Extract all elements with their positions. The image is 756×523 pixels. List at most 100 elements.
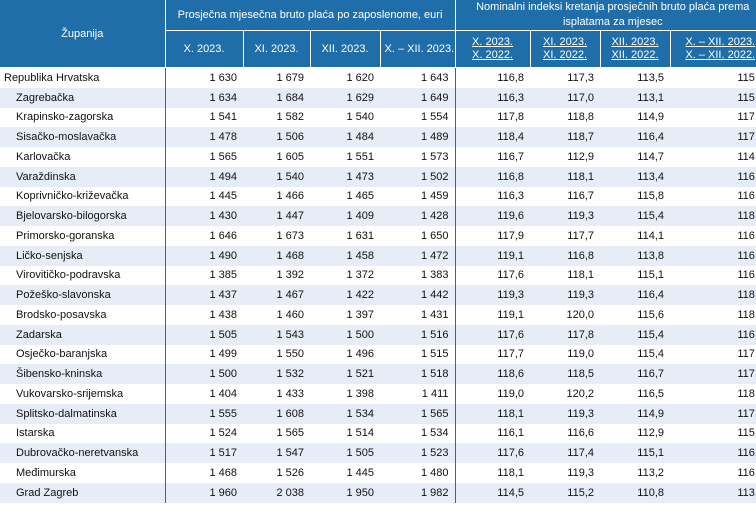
index-cell: 115,6: [637, 308, 665, 321]
table-row: Međimurska 1 468 1 526 1 445 1 480 118,1 119,3…: [0, 463, 756, 483]
wage-cell: 1 582: [276, 111, 304, 124]
index-cell: 117,7: [567, 229, 595, 242]
index-cell: 118,4: [454, 127, 531, 147]
index-cell: 117,8: [670, 127, 756, 147]
index-cell: 116,7: [670, 443, 756, 463]
table-row: Karlovačka 1 565 1 605 1 551 1 573 116,7 112,9…: [0, 147, 756, 167]
region-name: Zagrebačka: [0, 87, 165, 108]
table-row: Vukovarsko-srijemska 1 404 1 433 1 398 1 411…: [0, 384, 756, 404]
index-cell: 112,9: [567, 150, 595, 163]
wage-cell: 1 629: [310, 87, 380, 108]
column-header: X. 2023. X. 2022.: [454, 30, 531, 68]
wage-cell: 1 467: [243, 285, 310, 305]
wage-cell: 1 459: [420, 190, 449, 203]
index-cell: 118,6: [454, 364, 531, 384]
period-top: XII. 2023.: [611, 36, 659, 48]
table-row: Ličko-senjska 1 490 1 468 1 458 1 472 119,1 11…: [0, 245, 756, 266]
column-header: XII. 2023. XII. 2022.: [599, 30, 671, 68]
wage-cell: 1 473: [310, 166, 380, 187]
region-name: Koprivničko-križevačka: [16, 190, 129, 203]
wage-cell: 1 565: [380, 403, 456, 424]
column-header: XI. 2023.: [242, 30, 310, 68]
index-cell: 114,1: [637, 229, 665, 242]
wage-cell: 1 516: [380, 324, 456, 345]
wage-cell: 1 543: [243, 324, 310, 345]
index-cell: 113,2: [637, 466, 665, 479]
index-cell: 116,1: [670, 166, 756, 187]
wage-cell: 1 397: [346, 308, 374, 321]
wage-cell: 1 547: [243, 443, 310, 463]
wage-cell: 1 458: [310, 245, 380, 266]
wage-cell: 1 608: [243, 403, 310, 424]
wage-cell: 1 428: [380, 206, 456, 226]
wage-cell: 1 499: [164, 344, 243, 365]
period-bottom: X. – XII. 2022.: [685, 49, 756, 61]
index-cell: 110,8: [600, 482, 671, 503]
table-row: Varaždinska 1 494 1 540 1 473 1 502 116,8 118,…: [0, 166, 756, 187]
index-cell: 117,7: [454, 344, 531, 365]
wage-cell: 1 649: [380, 87, 456, 108]
wage-cell: 1 445: [346, 466, 374, 479]
wage-cell: 1 540: [346, 111, 374, 124]
index-cell: 113,8: [600, 245, 671, 266]
index-cell: 116,7: [600, 364, 671, 384]
wage-cell: 1 502: [380, 166, 456, 187]
index-cell: 119,0: [454, 384, 531, 404]
table-row: Šibensko-kninska 1 500 1 532 1 521 1 518 118,…: [0, 364, 756, 384]
index-cell: 116,6: [567, 427, 595, 440]
index-cell: 115,1: [600, 443, 671, 463]
region-name: Republika Hrvatska: [4, 71, 100, 84]
index-cell: 116,5: [670, 245, 756, 266]
wage-cell: 1 573: [420, 150, 449, 163]
period-bottom: XI. 2022.: [542, 49, 588, 61]
wage-cell: 1 466: [276, 190, 304, 203]
wage-cell: 1 540: [243, 166, 310, 187]
wage-cell: 1 465: [346, 190, 374, 203]
group-header: Prosječna mjesečna bruto plaća po zaposl…: [164, 0, 456, 31]
region-name: Krapinsko-zagorska: [16, 111, 114, 124]
index-cell: 117,6: [454, 324, 531, 345]
index-cell: 117,1: [737, 111, 756, 124]
index-cell: 118,0: [670, 206, 756, 226]
wage-cell: 1 673: [276, 229, 304, 242]
region-name: Virovitičko-podravska: [16, 269, 121, 282]
table-row: Primorsko-goranska 1 646 1 673 1 631 1 650 11…: [0, 226, 756, 246]
region-name: Grad Zagreb: [0, 482, 165, 503]
index-cell: 119,3: [530, 206, 601, 226]
region-name: Istarska: [16, 427, 55, 440]
wage-cell: 1 392: [276, 269, 304, 282]
wage-cell: 1 468: [243, 245, 310, 266]
column-header: XII. 2023.: [309, 30, 380, 68]
wage-cell: 1 505: [164, 324, 243, 345]
wage-cell: 1 409: [310, 206, 380, 226]
region-name: Brodsko-posavska: [16, 308, 107, 321]
column-header: XI. 2023. XI. 2022.: [529, 30, 601, 68]
index-cell: 116,7: [567, 190, 595, 203]
column-header: X. – XII. 2023.: [379, 30, 456, 68]
wage-cell: 1 620: [346, 71, 374, 84]
wage-cell: 2 038: [243, 482, 310, 503]
wage-cell: 1 634: [164, 87, 243, 108]
table-row: Splitsko-dalmatinska 1 555 1 608 1 534 1 565…: [0, 403, 756, 424]
wage-cell: 1 982: [380, 482, 456, 503]
period-bottom: X. 2022.: [472, 49, 513, 61]
wage-cell: 1 679: [276, 71, 304, 84]
wage-cell: 1 518: [380, 364, 456, 384]
region-header: Županija: [0, 0, 165, 68]
wage-cell: 1 490: [164, 245, 243, 266]
wage-cell: 1 534: [420, 427, 449, 440]
region-name: Splitsko-dalmatinska: [0, 403, 165, 424]
index-cell: 119,3: [530, 403, 601, 424]
index-cell: 116,4: [600, 127, 671, 147]
wage-cell: 1 480: [420, 466, 449, 479]
index-cell: 115,5: [670, 87, 756, 108]
wage-cell: 1 468: [164, 463, 243, 483]
region-name: Primorsko-goranska: [16, 229, 115, 242]
table-row: Dubrovačko-neretvanska 1 517 1 547 1 505 1 5…: [0, 443, 756, 463]
index-cell: 117,4: [737, 348, 756, 361]
region-name: Sisačko-moslavačka: [0, 127, 165, 147]
wage-cell: 1 431: [420, 308, 449, 321]
index-cell: 117,6: [454, 265, 531, 286]
index-cell: 115,1: [637, 269, 665, 282]
wage-cell: 1 442: [380, 285, 456, 305]
